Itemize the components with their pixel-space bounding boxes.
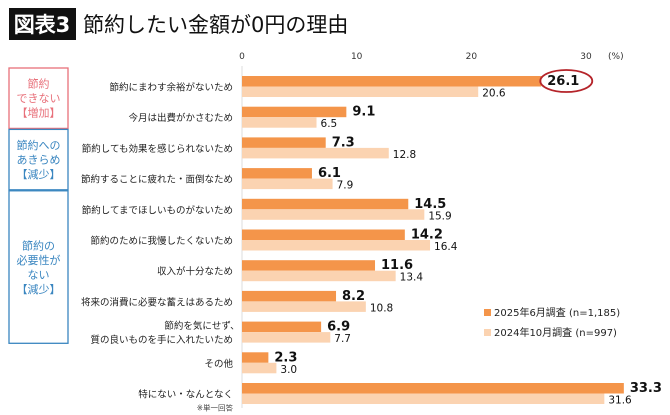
data-label: 6.9 <box>327 320 350 335</box>
data-label: 8.2 <box>342 289 365 304</box>
category-label: 質の良いものを手に入れたいため <box>90 334 233 346</box>
category-label: 収入が十分なため <box>157 266 233 278</box>
x-tick-label: 10 <box>351 52 363 62</box>
bar-2024 <box>242 362 277 374</box>
group-label: ない <box>28 268 50 281</box>
legend-label: 2025年6月調査 (n=1,185) <box>494 306 620 319</box>
data-label: 10.8 <box>370 302 393 314</box>
data-label: 6.5 <box>321 118 338 130</box>
bar-2025 <box>242 168 312 179</box>
bar-2024 <box>242 301 366 312</box>
category-label: 将来の消費に必要な蓄えはあるため <box>81 296 233 308</box>
bar-2025 <box>242 260 376 271</box>
bar-2025 <box>242 137 326 148</box>
data-label: 14.5 <box>414 197 446 212</box>
bar-2024 <box>242 270 396 282</box>
data-label: 26.1 <box>547 74 579 89</box>
group-label: 【増加】 <box>17 107 61 120</box>
data-label: 7.7 <box>334 333 351 345</box>
bar-2025 <box>242 352 269 363</box>
chart-title: 節約したい金額が0円の理由 <box>83 13 348 37</box>
highlight-circle <box>539 69 594 93</box>
title-badge-bg <box>9 8 76 40</box>
bar-2024 <box>242 332 331 343</box>
bar-2024 <box>242 240 431 251</box>
data-label: 31.6 <box>608 395 632 407</box>
bar-2025 <box>242 383 624 394</box>
bar-2024 <box>242 393 605 404</box>
data-label: 13.4 <box>400 272 424 284</box>
category-label: その他 <box>204 358 233 370</box>
note: ※単一回答 <box>197 403 234 413</box>
x-tick-label: 30 <box>580 52 592 62</box>
bar-2025 <box>242 106 347 118</box>
bar-2025 <box>242 290 337 302</box>
data-label: 15.9 <box>428 210 451 222</box>
group-label: 必要性が <box>17 253 61 267</box>
group-box <box>8 67 69 130</box>
title-badge: 図表3 <box>14 13 71 37</box>
data-label: 7.9 <box>337 180 354 192</box>
bar-2024 <box>242 147 389 159</box>
group-box <box>8 190 69 344</box>
category-label: 節約してまでほしいものがないため <box>82 204 233 216</box>
category-label: 節約することに疲れた・面倒なため <box>81 174 233 186</box>
data-label: 12.8 <box>393 149 416 161</box>
x-axis-unit: (%) <box>608 52 624 62</box>
category-label: 特にない・なんとなく <box>138 389 233 401</box>
data-label: 9.1 <box>352 105 375 120</box>
bar-2024 <box>242 86 479 97</box>
legend-swatch <box>484 329 491 336</box>
category-label: 節約を気にせず、 <box>164 320 239 332</box>
bar-2024 <box>242 178 333 190</box>
bar-2024 <box>242 209 425 220</box>
category-label: 節約のために我慢したくないため <box>90 235 233 247</box>
group-label: あきらめ <box>17 154 61 167</box>
data-label: 11.6 <box>381 258 413 273</box>
x-tick-label: 20 <box>466 52 478 62</box>
bar-2024 <box>242 117 317 128</box>
group-label: 節約への <box>17 138 61 152</box>
data-label: 2.3 <box>274 350 297 365</box>
legend-swatch <box>484 309 491 316</box>
group-label: 【減少】 <box>17 282 61 296</box>
data-label: 6.1 <box>318 166 341 181</box>
group-label: 節約 <box>28 77 50 91</box>
category-label: 節約しても効果を感じられないため <box>82 143 233 155</box>
x-tick-label: 0 <box>239 52 245 62</box>
data-label: 33.3 <box>630 381 662 396</box>
category-label: 今月は出費がかさむため <box>128 112 233 124</box>
data-label: 16.4 <box>434 241 458 253</box>
category-label: 節約にまわす余裕がないため <box>109 82 233 94</box>
data-label: 7.3 <box>332 135 355 150</box>
group-label: 【減少】 <box>17 167 61 181</box>
bar-2025 <box>242 321 322 333</box>
group-label: 節約の <box>22 238 55 252</box>
bar-2025 <box>242 229 405 240</box>
group-label: できない <box>17 92 61 105</box>
bar-2025 <box>242 76 542 87</box>
data-label: 3.0 <box>280 364 297 376</box>
legend-label: 2024年10月調査 (n=997) <box>494 326 617 339</box>
data-label: 14.2 <box>411 228 443 243</box>
group-box <box>8 128 69 191</box>
bar-2025 <box>242 198 409 210</box>
data-label: 20.6 <box>482 88 506 100</box>
